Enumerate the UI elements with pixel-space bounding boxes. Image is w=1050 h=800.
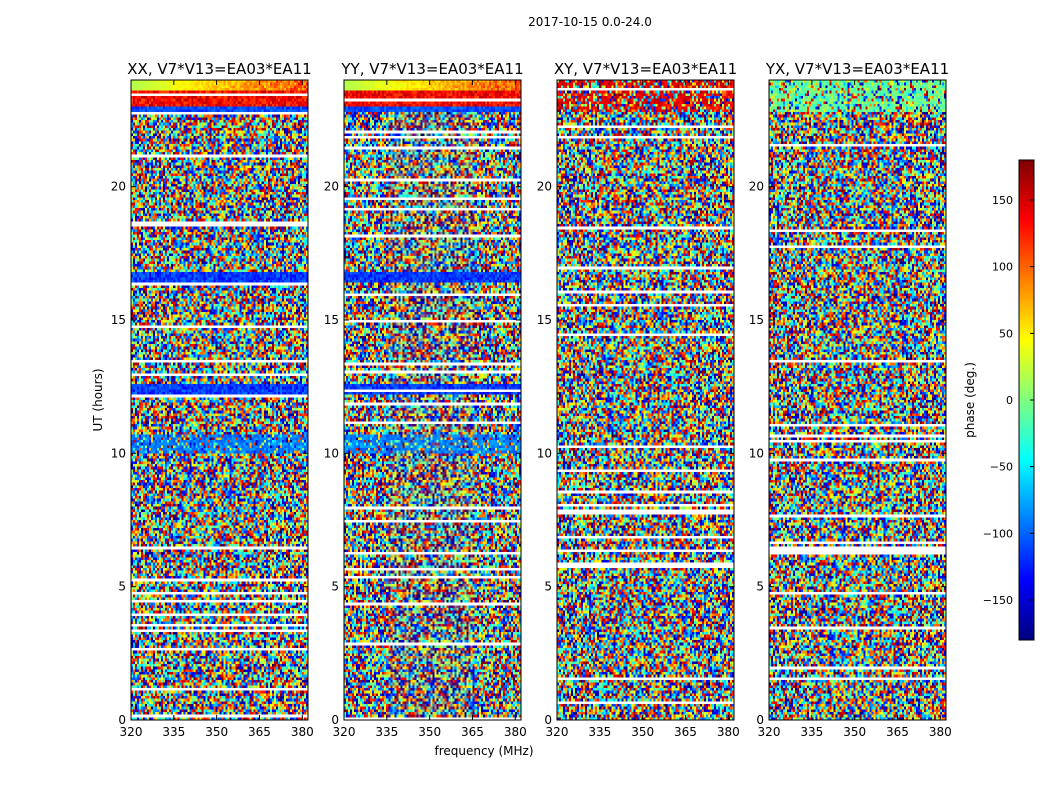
heatmap-panel-2: YY, V7*V13=EA03*EA11 320 335 350 365 380 0 5 10 1… — [324, 60, 527, 739]
colorbar-tick-label: −150 — [983, 594, 1013, 607]
panel-frame — [768, 79, 947, 721]
x-tick-label: 335 — [800, 725, 823, 739]
y-tick-label: 5 — [756, 580, 764, 594]
y-tick-label: 15 — [324, 313, 339, 327]
panel-title: XY, V7*V13=EA03*EA11 — [554, 60, 737, 78]
heatmap-panel-3: XY, V7*V13=EA03*EA11 320 335 350 365 380 0 5 10 1… — [537, 60, 740, 739]
x-tick-label: 335 — [162, 725, 185, 739]
x-tick-label: 380 — [291, 725, 314, 739]
y-tick-label: 20 — [537, 180, 552, 194]
panel-frame — [130, 79, 309, 721]
panel-title: XX, V7*V13=EA03*EA11 — [127, 60, 311, 78]
x-axis-label: frequency (MHz) — [434, 744, 533, 758]
x-tick-label: 365 — [248, 725, 271, 739]
x-tick-label: 320 — [546, 725, 569, 739]
y-tick-label: 0 — [756, 713, 764, 727]
x-tick-label: 350 — [631, 725, 654, 739]
colorbar-tick-label: 0 — [1006, 394, 1013, 407]
y-tick-label: 15 — [111, 313, 126, 327]
y-tick-label: 5 — [544, 580, 552, 594]
y-tick-label: 0 — [331, 713, 339, 727]
y-tick-label: 0 — [544, 713, 552, 727]
x-tick-label: 380 — [504, 725, 527, 739]
heatmap-panel-1: XX, V7*V13=EA03*EA11 320 335 350 365 380 0 5 10 1… — [111, 60, 314, 739]
colorbar-label: phase (deg.) — [963, 362, 977, 438]
panel-frame — [343, 79, 522, 721]
x-tick-label: 320 — [333, 725, 356, 739]
y-tick-label: 20 — [111, 180, 126, 194]
y-tick-label: 5 — [331, 580, 339, 594]
y-tick-label: 10 — [537, 446, 552, 460]
colorbar-ticks: −150 −100 −50 0 50 100 150 — [983, 194, 1034, 607]
y-tick-label: 10 — [111, 446, 126, 460]
colorbar-tick-label: −50 — [990, 461, 1013, 474]
x-tick-label: 320 — [120, 725, 143, 739]
y-tick-label: 15 — [749, 313, 764, 327]
y-axis-label: UT (hours) — [91, 368, 105, 431]
x-tick-label: 350 — [205, 725, 228, 739]
figure-suptitle: 2017-10-15 0.0-24.0 — [528, 15, 652, 29]
panel-title: YX, V7*V13=EA03*EA11 — [765, 60, 949, 78]
y-tick-label: 0 — [118, 713, 126, 727]
y-tick-label: 10 — [324, 446, 339, 460]
colorbar-tick-label: −100 — [983, 527, 1013, 540]
colorbar-tick-label: 50 — [999, 327, 1013, 340]
panel-title: YY, V7*V13=EA03*EA11 — [340, 60, 523, 78]
x-tick-label: 380 — [717, 725, 740, 739]
colorbar: −150 −100 −50 0 50 100 150 phase (deg.) — [963, 159, 1035, 641]
x-tick-label: 350 — [843, 725, 866, 739]
x-tick-label: 365 — [674, 725, 697, 739]
x-tick-label: 380 — [929, 725, 952, 739]
heatmap-panels: XX, V7*V13=EA03*EA11 320 335 350 365 380 0 5 10 1… — [111, 60, 952, 739]
heatmap-image — [557, 80, 734, 720]
x-tick-label: 320 — [758, 725, 781, 739]
x-tick-label: 365 — [461, 725, 484, 739]
heatmap-image — [344, 80, 521, 720]
y-tick-label: 20 — [324, 180, 339, 194]
panel-frame — [556, 79, 735, 721]
x-tick-label: 350 — [418, 725, 441, 739]
colorbar-tick-label: 150 — [992, 194, 1013, 207]
y-tick-label: 20 — [749, 180, 764, 194]
colorbar-tick-label: 100 — [992, 261, 1013, 274]
x-tick-label: 335 — [588, 725, 611, 739]
heatmap-panel-4: YX, V7*V13=EA03*EA11 320 335 350 365 380 0 5 10 1… — [749, 60, 952, 739]
y-tick-label: 15 — [537, 313, 552, 327]
x-tick-label: 335 — [375, 725, 398, 739]
heatmap-image — [769, 80, 946, 720]
heatmap-image — [131, 80, 308, 720]
x-tick-label: 365 — [886, 725, 909, 739]
y-tick-label: 5 — [118, 580, 126, 594]
y-tick-label: 10 — [749, 446, 764, 460]
